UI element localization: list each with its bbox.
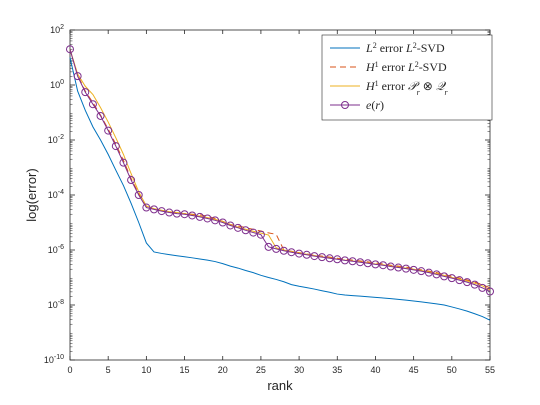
series-4-point: [211, 216, 220, 225]
y-tick-label--8: 10-8: [48, 299, 64, 310]
legend: L2 error L2-SVD H1 error L2-SVD H1 error…: [321, 34, 493, 121]
x-tick-label-10: 10: [141, 365, 151, 375]
series-4-point: [241, 226, 250, 235]
series-4-point: [363, 259, 372, 268]
series-line-2: [69, 49, 491, 289]
series-4-point: [287, 248, 296, 257]
x-axis-label: rank: [267, 378, 293, 393]
x-tick-label-20: 20: [218, 365, 228, 375]
series-4-point: [478, 283, 487, 292]
series-4-point: [325, 254, 334, 263]
y-tick-label-2: 102: [50, 24, 64, 35]
series-4-point: [256, 230, 265, 239]
series-4-point: [188, 211, 197, 220]
series-4-point: [203, 214, 212, 223]
series-4-point: [486, 287, 494, 296]
series-4-point: [356, 258, 365, 267]
x-tick-label-35: 35: [332, 365, 342, 375]
x-tick-label-5: 5: [106, 365, 111, 375]
series-4-point: [318, 253, 326, 262]
x-tick-label-0: 0: [67, 365, 72, 375]
x-tick-label-30: 30: [294, 365, 304, 375]
series-4-point: [440, 272, 449, 281]
x-tick-label-45: 45: [409, 365, 419, 375]
series-4-point: [295, 249, 304, 258]
axis-ticks: 0 5 10 15 20 25 30 35 40 45 50 55 102 100 10-2 10-4 10-6…: [44, 24, 495, 375]
series-4-point: [234, 223, 242, 232]
x-tick-label-25: 25: [256, 365, 266, 375]
series-4-point: [402, 264, 410, 273]
series-4-point: [180, 210, 189, 219]
series-4-point: [447, 274, 456, 283]
series-4-point: [88, 100, 97, 109]
series-layer: [66, 45, 494, 321]
series-4-point: [218, 218, 227, 227]
series-4-point: [409, 265, 418, 274]
legend-label-2: H1 error L2-SVD: [365, 60, 447, 75]
series-4-point: [386, 262, 395, 271]
series-4-point: [226, 221, 235, 230]
series-4-point: [104, 126, 113, 135]
series-4-point: [134, 191, 143, 199]
series-4-point: [272, 244, 281, 253]
y-tick-label--2: 10-2: [48, 134, 64, 145]
series-4-point: [424, 268, 433, 277]
series-4-point: [264, 242, 273, 251]
series-4-point: [463, 278, 472, 287]
y-tick-label-0: 100: [50, 79, 64, 90]
legend-marker-4: [341, 101, 349, 109]
series-4-point: [142, 203, 151, 212]
series-4-point: [310, 252, 319, 261]
y-axis-label: log(error): [24, 168, 39, 221]
y-tick-label--4: 10-4: [48, 189, 64, 200]
legend-label-4: e(r): [366, 98, 384, 112]
series-4-point: [340, 256, 349, 265]
series-4-point: [302, 250, 311, 259]
series-4-point: [279, 246, 288, 255]
series-4-point: [73, 72, 82, 81]
x-tick-label-40: 40: [370, 365, 380, 375]
series-4-point: [417, 267, 426, 276]
y-tick-label--10: 10-10: [44, 354, 64, 365]
series-4-point: [455, 276, 464, 285]
series-4-point: [371, 260, 380, 269]
series-line-1: [69, 57, 491, 321]
series-4-point: [81, 88, 90, 97]
x-tick-label-15: 15: [180, 365, 190, 375]
y-tick-label--6: 10-6: [48, 244, 64, 255]
x-tick-label-50: 50: [447, 365, 457, 375]
series-4-point: [172, 209, 181, 218]
x-tick-label-55: 55: [485, 365, 495, 375]
series-4-point: [165, 208, 174, 217]
series-4-point: [195, 212, 204, 221]
series-4-point: [111, 142, 120, 151]
series-4-point: [119, 158, 128, 167]
legend-box: [321, 34, 493, 121]
series-4-point: [470, 280, 479, 289]
series-4-point: [157, 207, 166, 216]
series-4-point: [348, 257, 357, 266]
series-4-point: [127, 176, 136, 185]
legend-label-1: L2 error L2-SVD: [365, 41, 445, 56]
series-4-point: [66, 45, 74, 54]
series-4-point: [150, 205, 158, 214]
series-4-point: [394, 263, 403, 272]
series-4-point: [379, 261, 388, 270]
series-4-point: [249, 228, 258, 237]
series-4-point: [333, 255, 342, 264]
series-4-point: [432, 270, 441, 279]
series-4-point: [96, 111, 105, 120]
